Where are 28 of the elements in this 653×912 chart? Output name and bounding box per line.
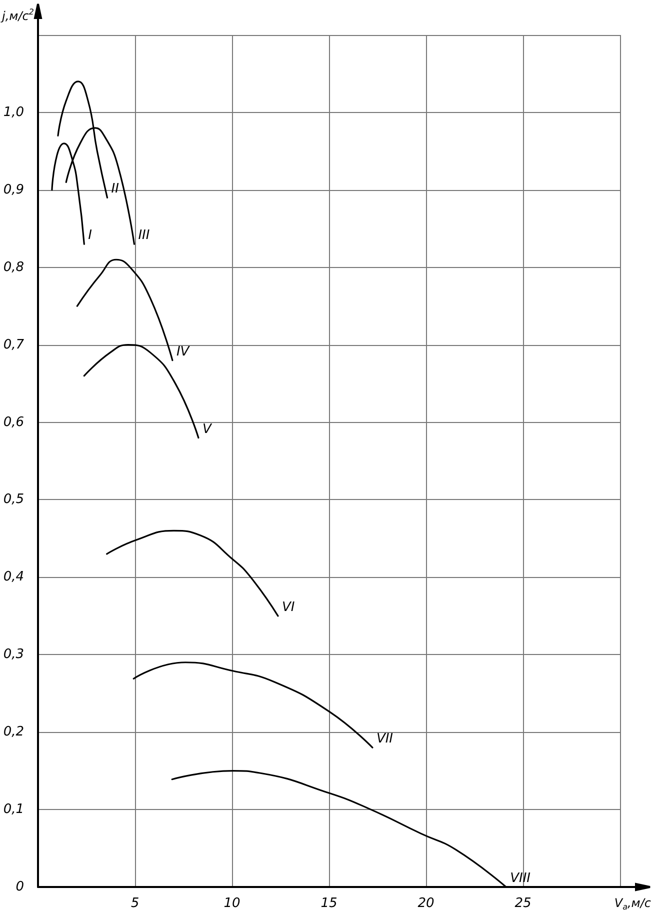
y-tick-label: 0,6 xyxy=(3,414,24,430)
y-tick-label: 0,1 xyxy=(3,802,24,818)
x-tick-label: 10 xyxy=(224,896,240,911)
x-tick-label: 20 xyxy=(418,896,434,911)
y-tick-label: 0,9 xyxy=(3,182,24,198)
series-label: VII xyxy=(376,732,394,747)
series-label: II xyxy=(111,182,120,197)
y-tick-label: 0,5 xyxy=(3,492,24,508)
series-label: I xyxy=(88,228,92,244)
y-tick-label: 0,2 xyxy=(3,724,24,740)
x-tick-label: 25 xyxy=(514,896,532,911)
series-label: III xyxy=(138,228,150,244)
y-tick-label: 0,4 xyxy=(3,570,24,585)
x-tick-label: 15 xyxy=(320,896,338,911)
line-series xyxy=(83,344,200,439)
line-series xyxy=(76,258,174,362)
line-series xyxy=(132,662,374,748)
series-label: V xyxy=(202,422,212,437)
y-tick-label: 1,0 xyxy=(3,104,24,120)
line-series xyxy=(106,530,279,617)
y-tick-label: 0 xyxy=(16,880,24,894)
y-tick-label: 0,8 xyxy=(3,260,24,275)
x-tick-label: 5 xyxy=(130,896,140,911)
series-label: IV xyxy=(176,344,190,360)
y-tick-label: 0,3 xyxy=(3,647,24,662)
y-tick-label: 0,7 xyxy=(3,337,25,352)
series-label: VIII xyxy=(510,871,531,886)
series-label: VI xyxy=(282,600,295,615)
